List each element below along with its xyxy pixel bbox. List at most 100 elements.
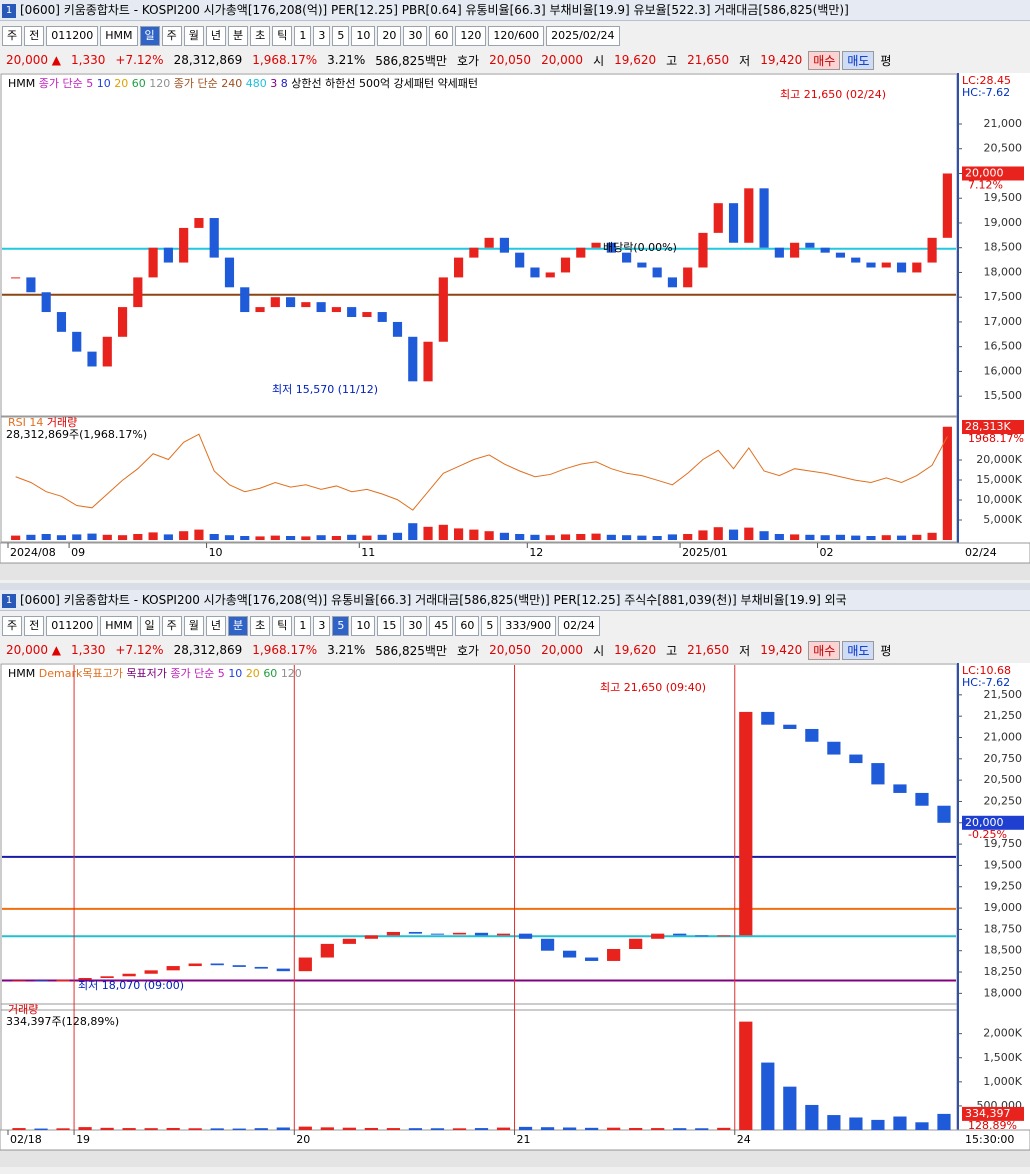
- window-title: [0600] 키움종합차트 - KOSPI200 시가총액[176,208(억)…: [20, 3, 849, 17]
- y-tick-label: 15,500: [984, 389, 1023, 402]
- volume-summary: 28,312,869주(1,968.17%): [6, 428, 147, 441]
- x-tick-label: 2025/01: [682, 546, 728, 559]
- candle: [759, 188, 769, 248]
- toolbar-button[interactable]: 20: [377, 26, 402, 46]
- volume-bar: [912, 534, 922, 540]
- x-tick-label: 24: [737, 1133, 751, 1146]
- y-tick-label: 17,000: [984, 315, 1023, 328]
- toolbar-button[interactable]: 년: [205, 26, 227, 46]
- toolbar-button[interactable]: 1: [294, 616, 312, 636]
- scrollbar: [0, 563, 1030, 580]
- toolbar-button[interactable]: 3: [313, 616, 331, 636]
- volume-bar: [408, 1128, 423, 1130]
- toolbar-button[interactable]: 전: [24, 26, 45, 46]
- quote-field: 1,330: [71, 643, 106, 657]
- toolbar-button[interactable]: 60: [429, 26, 454, 46]
- toolbar-button[interactable]: 주: [2, 616, 23, 636]
- toolbar-button[interactable]: 전: [24, 616, 45, 636]
- quote-field: 호가: [456, 643, 480, 658]
- toolbar-button[interactable]: HMM: [100, 616, 138, 636]
- volume-bar: [78, 1127, 92, 1130]
- volume-bar: [499, 532, 509, 540]
- toolbar-button[interactable]: 분: [228, 26, 249, 46]
- y-tick-label: 18,250: [984, 965, 1023, 978]
- volume-bar: [540, 1127, 555, 1130]
- candle: [866, 262, 876, 268]
- quote-field: 28,312,869: [173, 643, 243, 657]
- y-tick-label: 19,500: [984, 858, 1023, 871]
- toolbar-button[interactable]: 02/24: [558, 616, 600, 636]
- toolbar-button[interactable]: 120: [455, 26, 487, 46]
- quote-field: 저: [739, 53, 751, 68]
- quote-field: 21,650: [687, 643, 730, 657]
- volume-bar: [698, 530, 708, 540]
- quote-field: 매도: [842, 640, 875, 660]
- date-axis: [0, 542, 1030, 563]
- toolbar-button[interactable]: 주: [161, 616, 182, 636]
- legend-item: 8: [281, 77, 288, 90]
- toolbar-button[interactable]: 일: [139, 616, 160, 636]
- volume-bar: [430, 1128, 445, 1130]
- axis-end-label: 15:30:00: [965, 1133, 1014, 1146]
- legend-item: Demark목표고가: [39, 667, 123, 680]
- toolbar-button[interactable]: 틱: [272, 26, 293, 46]
- candle: [545, 272, 555, 278]
- toolbar-button[interactable]: 30: [403, 26, 428, 46]
- x-tick-label: 2024/08: [10, 546, 56, 559]
- quote-field: 1,330: [71, 53, 106, 67]
- toolbar-button[interactable]: 분: [228, 616, 249, 636]
- volume-bar: [805, 1104, 819, 1130]
- toolbar-button[interactable]: 60: [455, 616, 480, 636]
- toolbar-button[interactable]: 5: [332, 26, 350, 46]
- volume-bar: [392, 532, 403, 540]
- toolbar-button[interactable]: 10: [351, 616, 376, 636]
- toolbar-button[interactable]: 15: [377, 616, 402, 636]
- toolbar-button[interactable]: 3: [313, 26, 331, 46]
- volume-bar: [759, 531, 769, 540]
- toolbar-button[interactable]: 월: [183, 616, 204, 636]
- toolbar-button[interactable]: 011200: [46, 616, 99, 636]
- toolbar-button[interactable]: 년: [205, 616, 227, 636]
- toolbar-button[interactable]: 333/900: [500, 616, 557, 636]
- candle: [194, 218, 204, 228]
- candle: [41, 292, 51, 313]
- legend-item: 종가 단순 5: [39, 77, 93, 90]
- y-tick-label: 19,250: [984, 880, 1023, 893]
- toolbar-button[interactable]: 월: [183, 26, 204, 46]
- y-tick-label: 21,250: [984, 709, 1023, 722]
- toolbar-button[interactable]: 30: [403, 616, 428, 636]
- volume-bar: [469, 529, 479, 540]
- toolbar-button[interactable]: 틱: [272, 616, 293, 636]
- candle: [342, 938, 356, 944]
- candle: [651, 933, 665, 939]
- quote-field: 20,000 ▲: [6, 643, 62, 657]
- quote-field: 평: [880, 53, 892, 68]
- toolbar-button[interactable]: 45: [429, 616, 454, 636]
- toolbar-button[interactable]: 120/600: [488, 26, 545, 46]
- volume-bar: [179, 531, 189, 540]
- toolbar-button[interactable]: 011200: [46, 26, 99, 46]
- toolbar-button[interactable]: 주: [2, 26, 23, 46]
- annotation: 최저 15,570 (11/12): [272, 383, 378, 396]
- toolbar-button[interactable]: 2025/02/24: [546, 26, 620, 46]
- candle: [316, 302, 326, 313]
- candle: [11, 277, 21, 279]
- toolbar-button[interactable]: 일: [139, 26, 160, 46]
- x-tick-label: 02: [820, 546, 834, 559]
- toolbar-button[interactable]: 5: [332, 616, 350, 636]
- toolbar-button[interactable]: 초: [250, 616, 271, 636]
- volume-bar: [133, 534, 143, 540]
- toolbar-button[interactable]: 1: [294, 26, 312, 46]
- candle: [629, 938, 643, 950]
- quote-field: 586,825백만: [375, 53, 447, 68]
- candle: [87, 351, 97, 367]
- volume-change-label: 128.89%: [968, 1119, 1017, 1132]
- toolbar-button[interactable]: HMM: [100, 26, 138, 46]
- toolbar-button[interactable]: 주: [161, 26, 182, 46]
- quote-field: 매수: [808, 640, 841, 660]
- toolbar-button[interactable]: 5: [481, 616, 499, 636]
- toolbar-button[interactable]: 10: [351, 26, 376, 46]
- volume-bar: [298, 1126, 312, 1130]
- toolbar-button[interactable]: 초: [250, 26, 271, 46]
- volume-bar: [881, 535, 891, 540]
